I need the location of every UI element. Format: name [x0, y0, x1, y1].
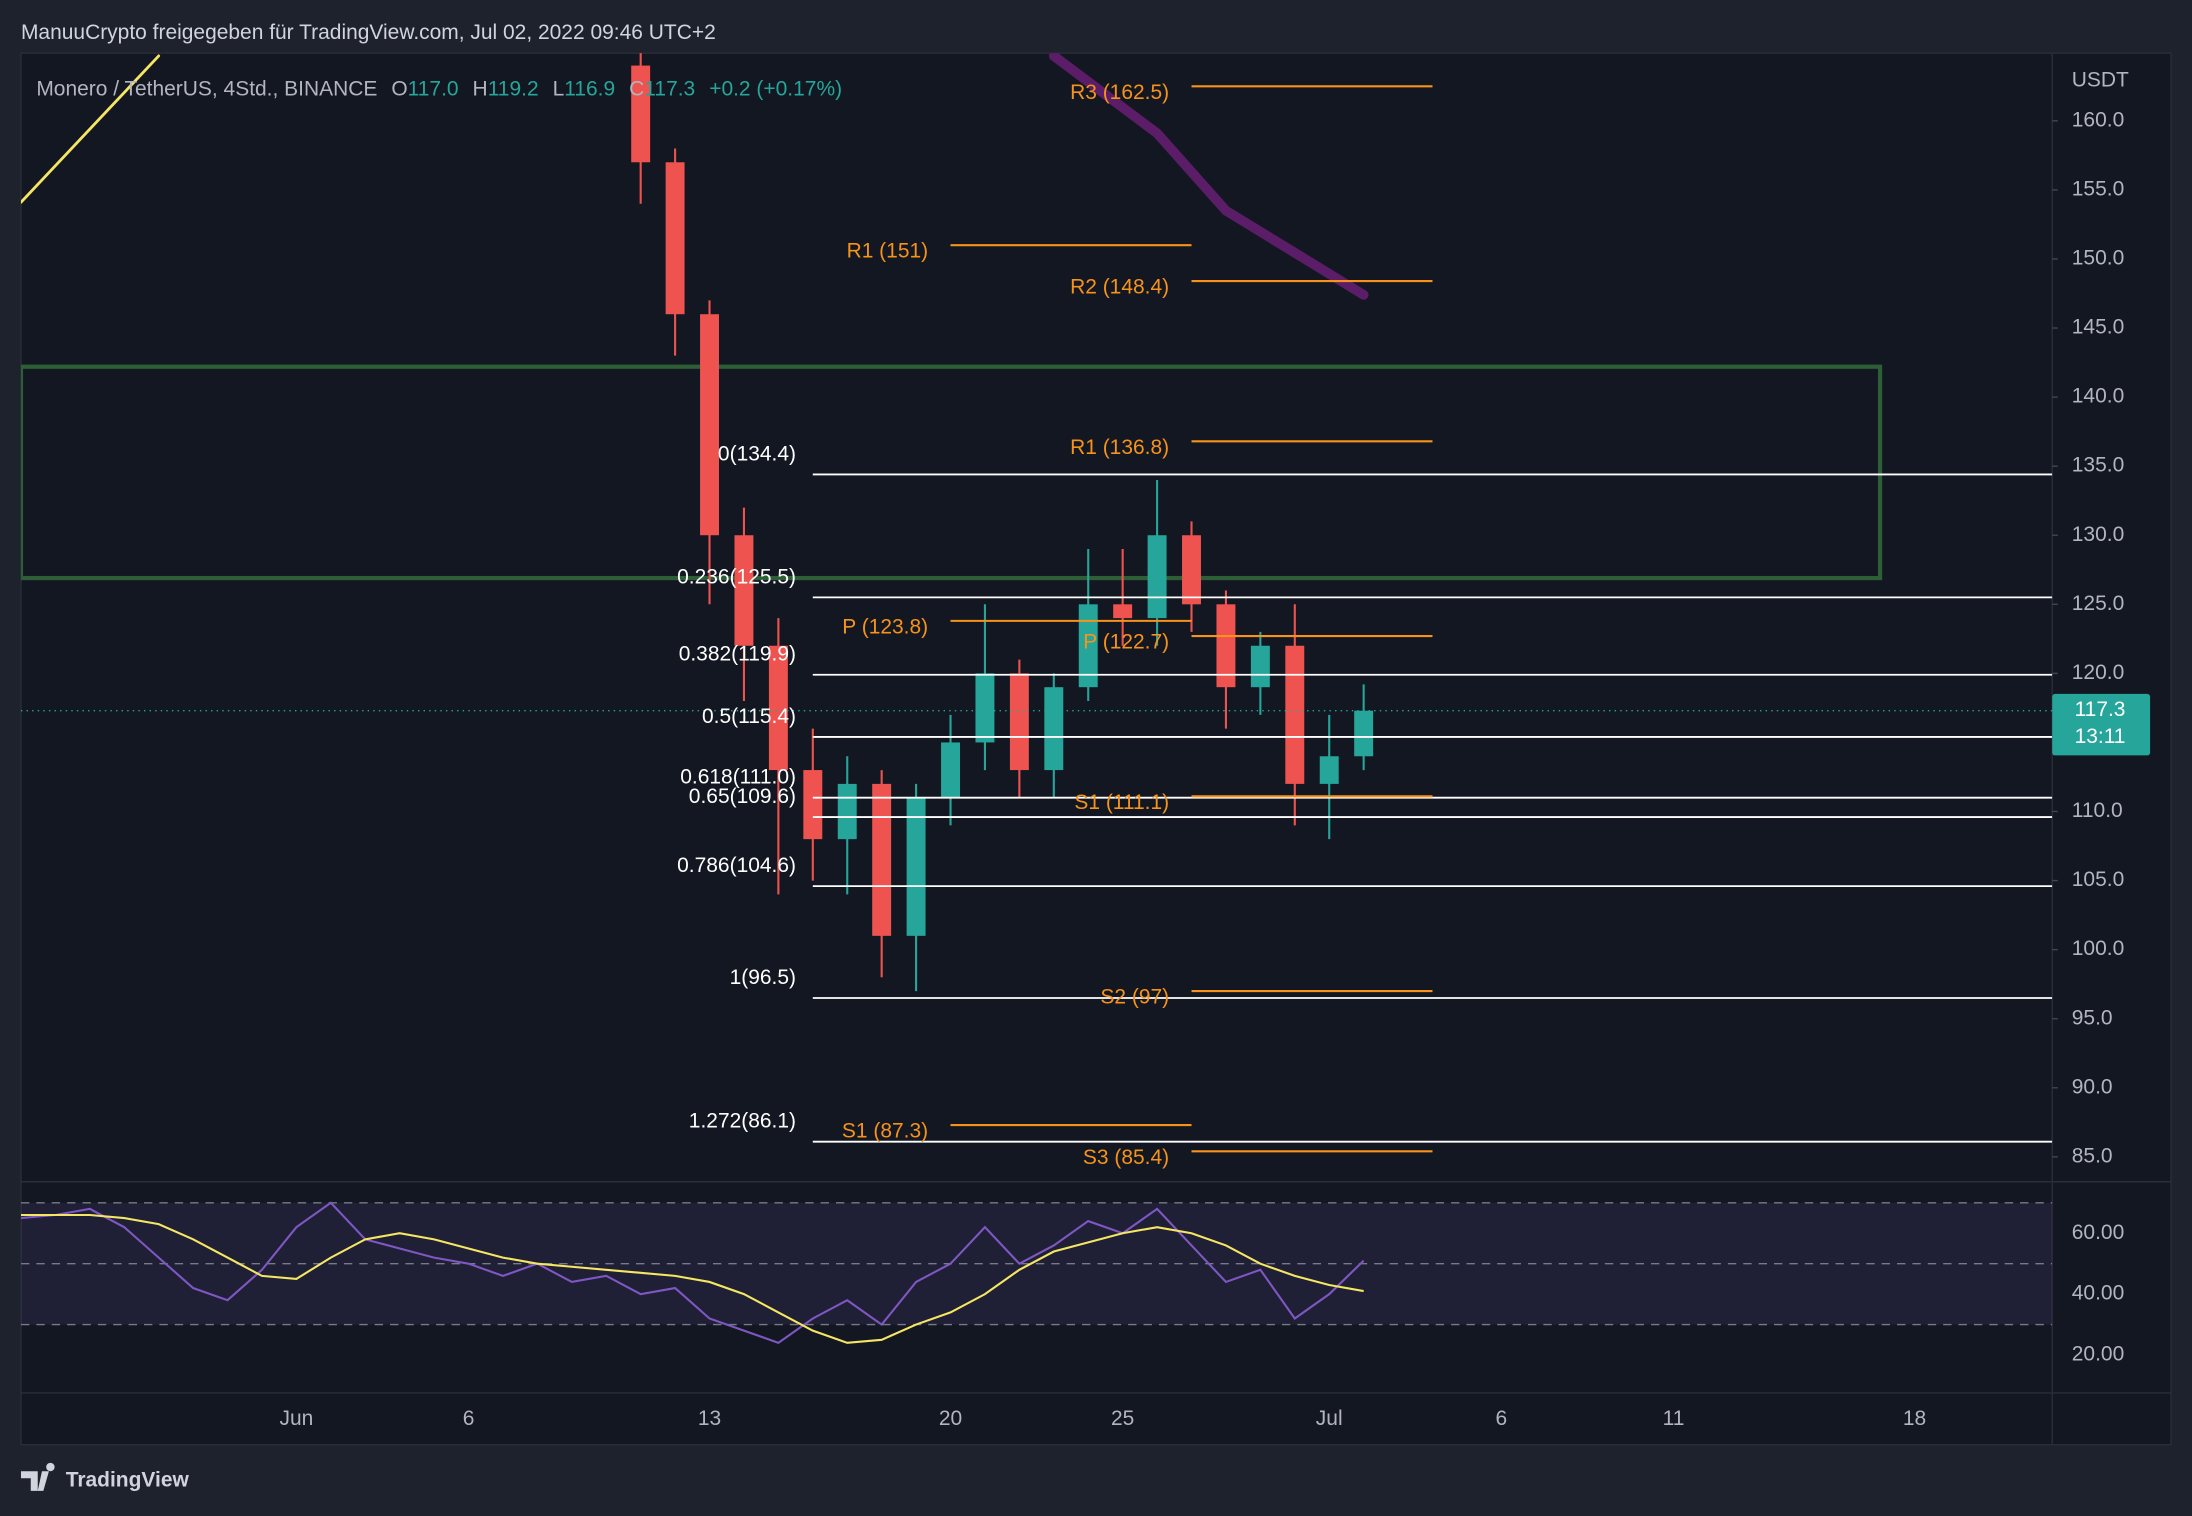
trend-line [20, 54, 161, 204]
y-tick-label: 140.0 [2072, 385, 2124, 408]
x-tick-label: Jun [279, 1407, 313, 1430]
pivot-label: R1 (151) [847, 240, 929, 263]
price-tag [2052, 693, 2151, 756]
x-tick-label: 25 [1111, 1407, 1134, 1430]
candle-body [1354, 710, 1374, 757]
symbol: Monero / TetherUS, 4Std., BINANCE [36, 77, 377, 100]
candle-body [803, 770, 823, 840]
brand: TradingView [66, 1469, 190, 1492]
rsi-tick-label: 60.00 [2072, 1221, 2124, 1244]
price-pane [20, 53, 2053, 1153]
candle-body [1044, 687, 1064, 771]
price-tag-countdown: 13:11 [2075, 725, 2126, 748]
pivot-label: S1 (87.3) [842, 1120, 928, 1143]
y-tick-label: 100.0 [2072, 937, 2124, 960]
y-tick-label: 135.0 [2072, 454, 2124, 477]
legend: Monero / TetherUS, 4Std., BINANCE O117.0 H… [36, 77, 842, 100]
y-tick-label: 130.0 [2072, 523, 2124, 546]
rsi-pane [20, 1201, 2053, 1344]
x-tick-label: Jul [1316, 1407, 1343, 1430]
l-label: L [553, 77, 565, 100]
candle-body [734, 535, 754, 646]
pivot-label: R1 (136.8) [1070, 436, 1169, 459]
y-tick-label: 160.0 [2072, 108, 2124, 131]
fib-label: 0.786(104.6) [677, 854, 796, 877]
fib-label: 0.382(119.9) [679, 643, 796, 666]
fib-label: 1.272(86.1) [689, 1110, 796, 1133]
pivot-label: S1 (111.1) [1074, 791, 1169, 814]
x-tick-label: 11 [1663, 1407, 1685, 1430]
moving-average [1048, 53, 1369, 300]
header-title: ManuuCrypto freigegeben für TradingView.… [21, 21, 716, 44]
change: +0.2 (+0.17%) [709, 77, 842, 100]
overlay: 160.0 155.0 150.0 145.0 140.0 135.0 130.0 125.0… [279, 81, 2151, 1430]
candle-body [906, 797, 926, 936]
candle-body [872, 783, 892, 936]
x-tick-label: 6 [463, 1407, 475, 1430]
close: 117.3 [644, 77, 695, 100]
candle-body [1319, 756, 1339, 784]
candle-body [837, 783, 857, 840]
chart-area [20, 52, 2172, 1446]
y-tick-label: 125.0 [2072, 592, 2124, 615]
y-tick-label: 120.0 [2072, 661, 2124, 684]
candle-body [1078, 604, 1098, 688]
x-tick-label: 20 [939, 1407, 962, 1430]
fib-label: 0.618(111.0) [680, 766, 796, 789]
candle-body [1285, 645, 1305, 784]
high: 119.2 [488, 77, 539, 100]
fib-label: 0.5(115.4) [702, 705, 796, 728]
rsi-ma-line [20, 1213, 1364, 1344]
fib-label: 0.65(109.6) [689, 785, 796, 808]
zone [20, 364, 1883, 581]
y-tick-label: 110.0 [2072, 799, 2123, 822]
logo-icon [20, 1462, 55, 1491]
rsi-tick-label: 20.00 [2072, 1343, 2124, 1366]
candle-body [665, 162, 685, 315]
pivot-label: S2 (97) [1100, 986, 1169, 1009]
logo: TradingView [20, 1462, 190, 1492]
rsi-tick-label: 40.00 [2072, 1282, 2124, 1305]
candle-body [1147, 535, 1167, 619]
price-tag-value: 117.3 [2075, 698, 2126, 721]
candle-body [1250, 645, 1270, 688]
y-tick-label: 155.0 [2072, 177, 2124, 200]
y-tick-label: 90.0 [2072, 1075, 2113, 1098]
y-tick-label: 105.0 [2072, 868, 2124, 891]
candle-body [700, 314, 719, 536]
open: 117.0 [408, 77, 459, 100]
c-label: C [629, 77, 644, 100]
candle-body [631, 65, 651, 163]
h-label: H [473, 77, 488, 100]
fib-label: 0.236(125.5) [677, 565, 796, 588]
pivot-label: R2 (148.4) [1070, 276, 1169, 299]
candle-body [1113, 604, 1133, 619]
candle-body [1182, 535, 1201, 605]
y-tick-label: 150.0 [2072, 247, 2124, 270]
x-tick-label: 13 [698, 1407, 721, 1430]
low: 116.9 [564, 77, 615, 100]
y-tick-label: 85.0 [2072, 1144, 2113, 1167]
candle-body [768, 645, 788, 771]
y-tick-label: 145.0 [2072, 316, 2124, 339]
pivot-label: S3 (85.4) [1083, 1146, 1169, 1169]
candle-body [941, 742, 960, 798]
pivot-label: P (123.8) [842, 615, 928, 638]
o-label: O [391, 77, 407, 100]
fib-label: 0(134.4) [718, 442, 796, 465]
pivot-label: P (122.7) [1083, 631, 1169, 654]
x-tick-label: 18 [1903, 1407, 1926, 1430]
x-tick-label: 6 [1496, 1407, 1508, 1430]
rsi-line [20, 1201, 1365, 1344]
candle-body [1216, 604, 1236, 688]
candle-body [1009, 673, 1029, 771]
pivot-label: R3 (162.5) [1070, 81, 1169, 104]
fib-label: 1(96.5) [730, 966, 796, 989]
axis-unit: USDT [2072, 69, 2129, 92]
candle-body [975, 673, 995, 743]
y-tick-label: 95.0 [2072, 1006, 2113, 1029]
